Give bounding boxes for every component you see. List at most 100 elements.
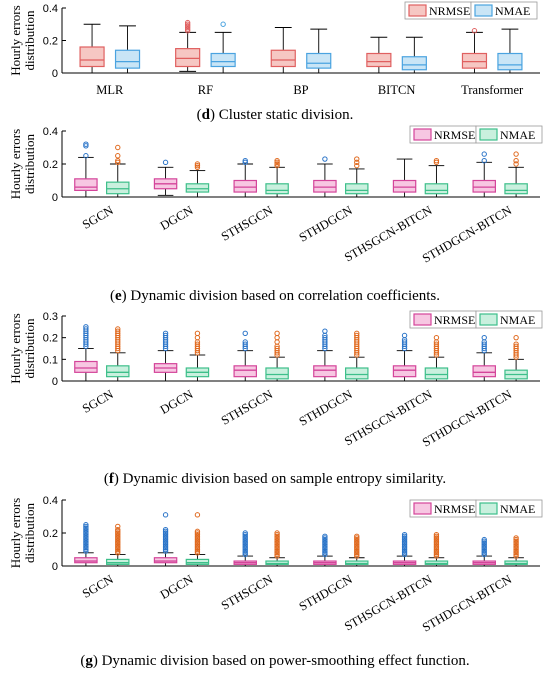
outlier-point (115, 540, 121, 546)
box-nrmse-4 (392, 531, 417, 567)
box-iqr (175, 48, 201, 68)
box-nmae-4 (424, 531, 449, 567)
outlier-point (162, 330, 169, 337)
outlier-point (83, 536, 89, 543)
y-tick-label: 0.2 (43, 333, 58, 345)
outlier-point (194, 543, 201, 549)
outlier-point (83, 525, 89, 531)
box-iqr (185, 183, 210, 193)
outlier-point (513, 161, 519, 167)
box-nrmse-3 (313, 156, 337, 198)
outlier-point (513, 548, 519, 554)
outlier-point (83, 533, 89, 539)
legend-label: NMAE (500, 128, 535, 142)
legend-label: NMAE (500, 313, 535, 327)
outlier-point (115, 158, 121, 164)
outlier-point (162, 543, 169, 549)
box-iqr (424, 367, 449, 380)
x-category-label: SGCN (80, 572, 116, 601)
outlier-point (194, 334, 201, 341)
box-iqr (472, 179, 496, 193)
outlier-point (194, 540, 201, 546)
outlier-point (83, 143, 89, 149)
outlier-point (513, 540, 519, 546)
outlier-point (115, 545, 121, 551)
box-nrmse-3 (313, 328, 337, 382)
outlier-point (83, 141, 89, 147)
outlier-point (513, 543, 519, 549)
outlier-point (242, 548, 248, 554)
outlier-point (513, 550, 519, 556)
x-category-label: STHSGCN (219, 387, 275, 428)
outlier-point (481, 546, 487, 553)
outlier-point (354, 545, 360, 551)
legend-label: NRMSE (429, 4, 470, 18)
outlier-point (322, 533, 328, 539)
outlier-point (401, 550, 408, 556)
outlier-point (322, 548, 328, 554)
y-axis-label-line: Hourly errors (8, 313, 23, 383)
outlier-point (194, 161, 201, 167)
legend-swatch (479, 128, 498, 141)
outlier-point (322, 543, 328, 549)
outlier-point (433, 531, 440, 538)
outlier-point (162, 536, 169, 543)
outlier-point (513, 553, 519, 559)
outlier-point (354, 540, 360, 546)
outlier-point (354, 546, 360, 553)
legend: NRMSE NMAE (404, 1, 538, 20)
x-category-label: RF (198, 83, 213, 97)
legend-swatch (479, 313, 498, 326)
outlier-point (354, 156, 360, 162)
outlier-point (194, 541, 201, 548)
outlier-point (115, 326, 121, 332)
outlier-point (242, 541, 248, 548)
outlier-point (162, 533, 169, 539)
outlier-point (274, 161, 280, 167)
legend-label: NRMSE (434, 313, 475, 327)
outlier-point (481, 540, 487, 546)
panel-caption-text: Dynamic division based on sample entropy… (119, 471, 446, 487)
outlier-point (513, 535, 519, 541)
outlier-point (194, 162, 201, 169)
outlier-point (433, 543, 440, 549)
box-iqr (392, 365, 417, 378)
y-tick-label: 0 (52, 376, 58, 388)
box-iqr (313, 179, 337, 193)
box-nmae-1 (185, 512, 210, 567)
outlier-point (471, 28, 478, 34)
y-tick-label: 0.3 (43, 311, 58, 323)
outlier-point (274, 538, 280, 544)
box-iqr (106, 558, 130, 565)
outlier-point (354, 159, 360, 166)
outlier-point (354, 550, 360, 556)
outlier-point (162, 546, 169, 553)
outlier-point (194, 535, 201, 541)
outlier-point (433, 538, 440, 544)
box-iqr (233, 365, 257, 378)
outlier-point (83, 538, 89, 544)
outlier-point (115, 546, 121, 553)
box-iqr (345, 367, 369, 380)
outlier-point (115, 541, 121, 548)
outlier-point (433, 545, 440, 551)
outlier-point (274, 339, 280, 345)
outlier-point (322, 545, 328, 551)
box-nmae-2 (265, 158, 289, 198)
outlier-point (481, 550, 487, 556)
outlier-point (115, 523, 121, 530)
x-category-label: STHDGCN-BITCN (420, 572, 514, 634)
outlier-point (433, 550, 440, 556)
outlier-point (481, 536, 487, 543)
outlier-point (401, 546, 408, 553)
outlier-point (433, 536, 440, 543)
outlier-point (162, 527, 169, 533)
y-axis-label-line: distribution (22, 134, 37, 194)
outlier-point (242, 341, 248, 347)
outlier-point (83, 528, 89, 535)
box-iqr (313, 365, 337, 378)
box-nmae-3 (401, 36, 427, 74)
outlier-point (242, 545, 248, 551)
box-nmae-3 (345, 330, 369, 382)
box-nrmse-4 (392, 332, 417, 382)
